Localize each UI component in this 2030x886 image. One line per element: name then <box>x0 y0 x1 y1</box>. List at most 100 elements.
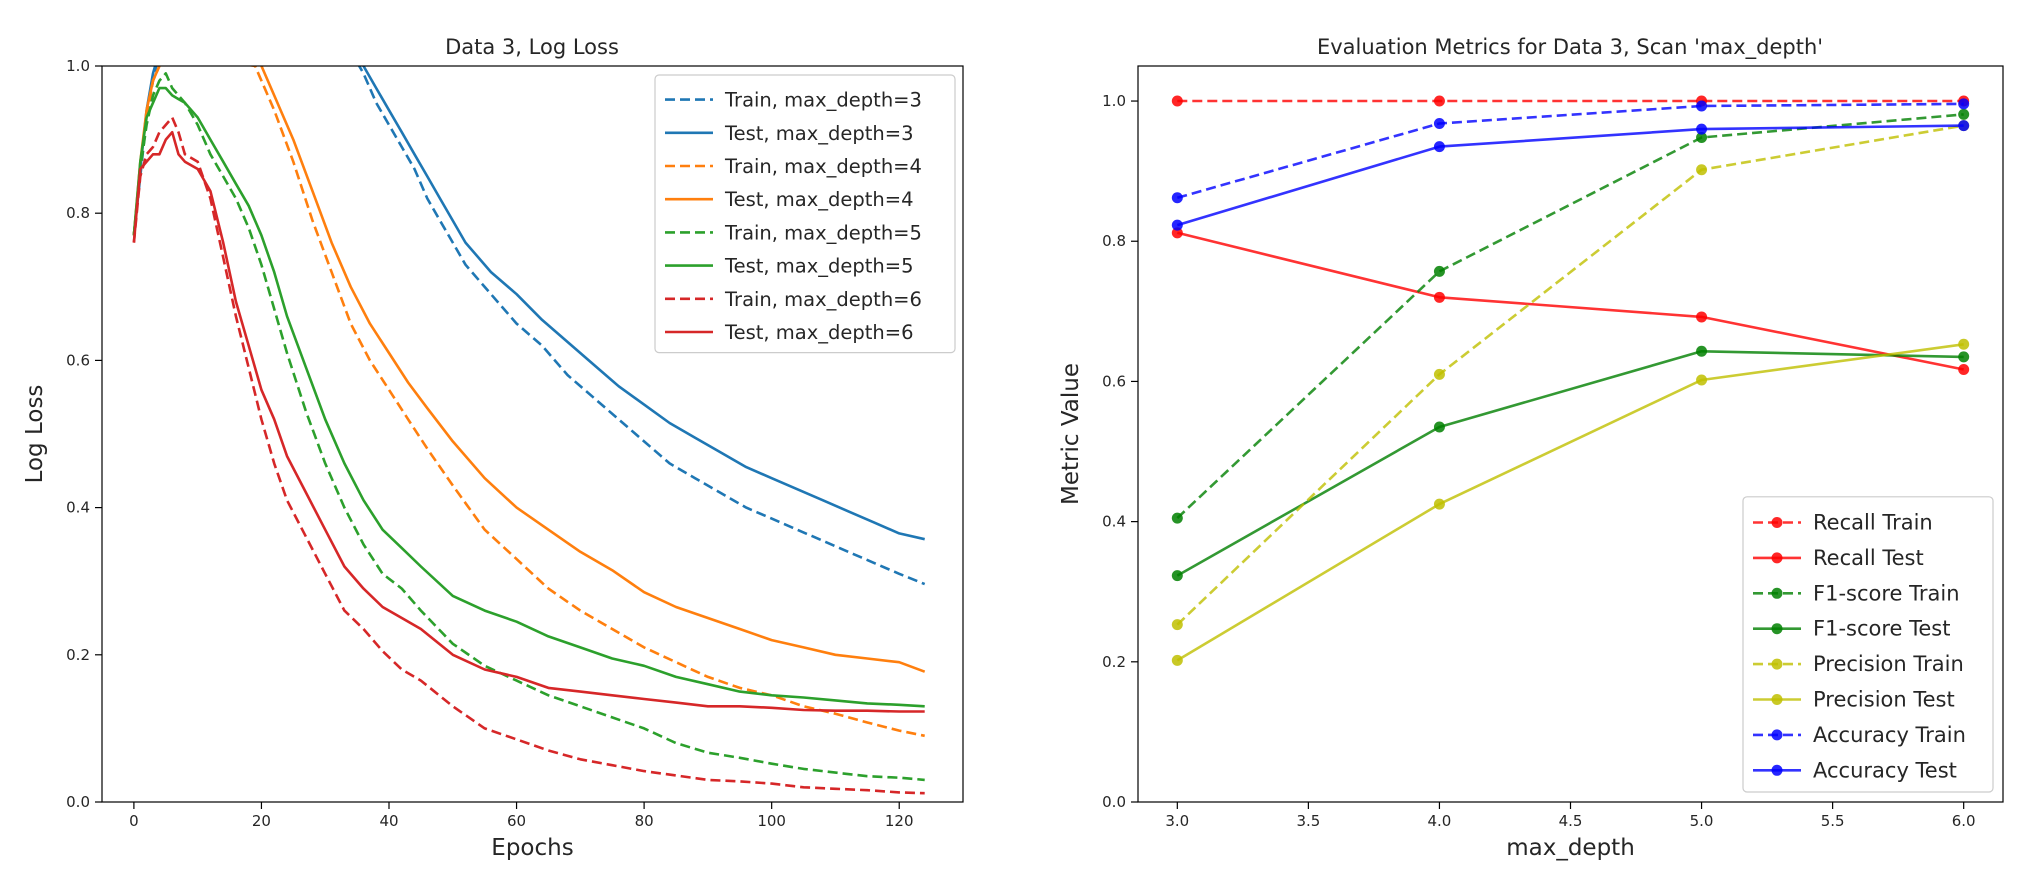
legend-marker-precision-test <box>1771 694 1783 705</box>
data-point-accuracy-train <box>1171 192 1183 204</box>
x-tick-label: 20 <box>252 812 271 830</box>
legend-label-precision-train: Precision Train <box>1813 652 1964 676</box>
x-tick-label: 40 <box>379 812 398 830</box>
plot-frame <box>1137 65 2004 803</box>
y-tick-label: 0.6 <box>1102 372 1126 390</box>
series-lines <box>1171 95 1970 666</box>
x-tick-label: 3.5 <box>1296 812 1320 830</box>
legend-label-test-max-depth-6: Test, max_depth=6 <box>724 321 914 344</box>
data-point-accuracy-test <box>1958 120 1970 132</box>
data-point-accuracy-test <box>1433 141 1445 153</box>
series-line-precision-train <box>1176 124 1964 626</box>
x-tick-label: 80 <box>635 812 654 830</box>
y-tick-label: 0.0 <box>66 793 90 811</box>
y-tick-label: 0.8 <box>66 204 90 222</box>
data-point-recall-train <box>1433 95 1445 107</box>
legend-label-f1-score-test: F1-score Test <box>1813 617 1950 641</box>
x-tick-label: 5.0 <box>1690 812 1714 830</box>
data-point-f1-score-test <box>1696 345 1708 357</box>
data-point-precision-test <box>1696 374 1708 386</box>
legend-label-recall-test: Recall Test <box>1813 546 1924 570</box>
series-line-recall-test <box>1176 231 1964 371</box>
data-point-recall-test <box>1171 227 1183 239</box>
legend-marker-f1-score-train <box>1771 587 1783 599</box>
legend: Recall Train Recall Test F1-score Train F1-… <box>1742 496 1994 793</box>
series-line-precision-test <box>1176 343 1964 662</box>
series-line-train-max-depth-3 <box>132 66 926 586</box>
x-tick-label: 4.0 <box>1428 812 1452 830</box>
legend-label-precision-test: Precision Test <box>1813 688 1955 712</box>
legend-label-test-max-depth-4: Test, max_depth=4 <box>724 188 914 211</box>
y-tick-label: 1.0 <box>66 57 90 75</box>
y-tick-label: 0.2 <box>1102 653 1126 671</box>
y-axis-label: Metric Value <box>1058 363 1084 505</box>
data-point-accuracy-test <box>1696 123 1708 135</box>
x-tick-label: 120 <box>885 812 914 830</box>
chart-panel-2: 3.0 3.5 4.0 4.5 5.0 5.5 6.0 0.0 0.2 0.4 0.6 0.8 1.0 E… <box>1058 35 2004 861</box>
data-point-accuracy-train <box>1958 98 1970 110</box>
data-point-accuracy-train <box>1433 117 1445 129</box>
series-line-f1-score-train <box>1176 113 1964 520</box>
series-line-test-max-depth-3 <box>132 66 925 541</box>
data-point-f1-score-test <box>1958 351 1970 363</box>
data-point-precision-test <box>1171 654 1183 666</box>
legend-marker-precision-train <box>1771 658 1783 670</box>
series-line-test-max-depth-6 <box>132 130 925 713</box>
series-line-accuracy-test <box>1176 124 1964 227</box>
legend-label-train-max-depth-3: Train, max_depth=3 <box>724 89 922 112</box>
y-tick-label: 0.8 <box>1102 232 1126 250</box>
x-tick-label: 5.5 <box>1821 812 1845 830</box>
legend-label-accuracy-test: Accuracy Test <box>1813 758 1957 782</box>
data-point-precision-train <box>1171 619 1183 631</box>
data-point-precision-train <box>1433 368 1445 380</box>
series-lines <box>132 66 926 795</box>
legend-box <box>1742 496 1994 793</box>
data-point-precision-train <box>1696 164 1708 176</box>
data-point-accuracy-test <box>1171 219 1183 231</box>
series-line-accuracy-train <box>1176 102 1964 200</box>
data-point-f1-score-train <box>1171 512 1183 524</box>
legend-label-train-max-depth-6: Train, max_depth=6 <box>724 288 922 311</box>
data-point-recall-test <box>1433 291 1445 303</box>
legend-label-train-max-depth-5: Train, max_depth=5 <box>724 221 922 244</box>
x-tick-label: 0 <box>129 812 139 830</box>
legend-box <box>654 74 956 354</box>
data-point-precision-test <box>1958 338 1970 350</box>
y-tick-label: 0.2 <box>66 646 90 664</box>
data-point-f1-score-test <box>1433 421 1445 433</box>
x-tick-label: 4.5 <box>1559 812 1583 830</box>
data-point-f1-score-train <box>1958 108 1970 120</box>
y-tick-label: 1.0 <box>1102 92 1126 110</box>
data-point-accuracy-train <box>1696 100 1708 112</box>
x-tick-label: 3.0 <box>1165 812 1189 830</box>
legend-label-train-max-depth-4: Train, max_depth=4 <box>724 155 922 178</box>
chart-title: Evaluation Metrics for Data 3, Scan 'max… <box>1317 35 1823 60</box>
data-point-f1-score-train <box>1696 131 1708 143</box>
data-point-recall-train <box>1171 95 1183 107</box>
series-line-test-max-depth-5 <box>132 86 925 708</box>
x-tick-label: 6.0 <box>1952 812 1976 830</box>
legend-marker-recall-train <box>1771 517 1783 528</box>
x-axis-label: max_depth <box>1506 835 1635 861</box>
x-tick-label: 60 <box>507 812 526 830</box>
legend-label-accuracy-train: Accuracy Train <box>1813 723 1966 747</box>
y-tick-label: 0.6 <box>66 351 90 369</box>
series-line-train-max-depth-6 <box>132 116 925 795</box>
chart-title: Data 3, Log Loss <box>445 35 619 59</box>
chart-panel-1: 0 20 40 60 80 100 120 0.0 0.2 0.4 0.6 0.8 1.0 Data 3,… <box>22 35 964 861</box>
data-point-recall-test <box>1696 311 1708 323</box>
series-line-test-max-depth-4 <box>132 66 926 673</box>
legend-label-f1-score-train: F1-score Train <box>1813 581 1960 605</box>
legend-marker-recall-test <box>1771 552 1783 564</box>
y-tick-label: 0.4 <box>66 499 90 517</box>
x-tick-label: 100 <box>757 812 786 830</box>
legend-label-test-max-depth-3: Test, max_depth=3 <box>724 122 914 145</box>
series-line-train-max-depth-5 <box>132 72 925 782</box>
legend-marker-f1-score-test <box>1771 623 1783 635</box>
y-tick-label: 0.0 <box>1102 793 1126 811</box>
legend: Train, max_depth=3 Test, max_depth=3 Train… <box>654 74 956 354</box>
data-point-f1-score-test <box>1171 570 1183 582</box>
x-axis-label: Epochs <box>491 835 573 861</box>
legend-marker-accuracy-train <box>1771 729 1783 741</box>
legend-marker-accuracy-test <box>1771 764 1783 776</box>
